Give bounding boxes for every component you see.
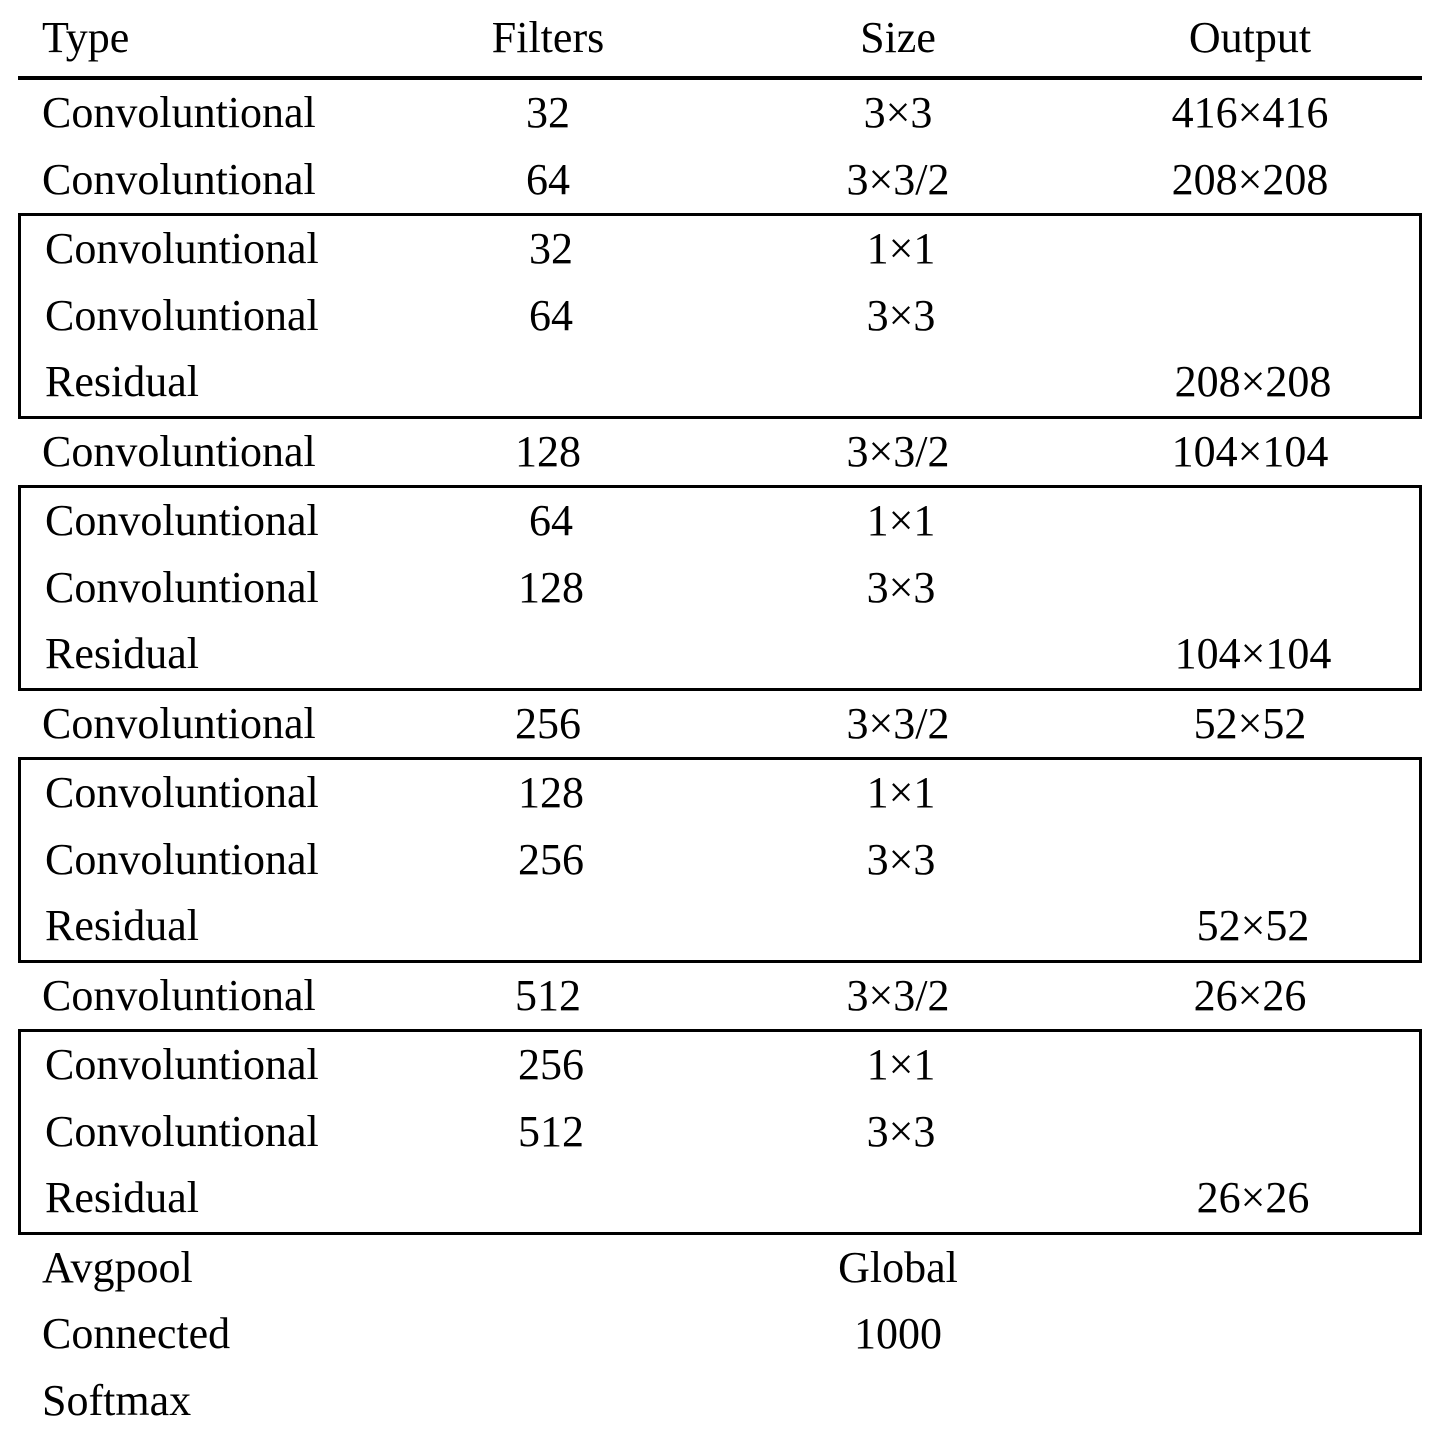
cell-filters: 256 (518, 834, 584, 884)
residual-block-box: Convoluntional 32 1×1 Convoluntional 64 3×3 Re… (18, 213, 1422, 419)
cell-type: Avgpool (42, 1242, 193, 1292)
table-row: Residual 52×52 (21, 893, 1419, 960)
table-row: Convoluntional 128 3×3 (21, 555, 1419, 622)
cell-type: Convoluntional (42, 698, 316, 748)
cell-size: 1×1 (866, 1040, 936, 1090)
cell-filters: 32 (529, 224, 573, 274)
table-row: Residual 104×104 (21, 621, 1419, 688)
table-row: Convoluntional 32 3×3 416×416 (18, 80, 1422, 147)
table-row: Residual 26×26 (21, 1165, 1419, 1232)
cell-type: Residual (45, 1173, 199, 1223)
cell-output: 26×26 (1193, 970, 1307, 1020)
table-row: Convoluntional 512 3×3/2 26×26 (18, 963, 1422, 1030)
col-header-output: Output (1188, 13, 1312, 62)
cell-size: 1×1 (866, 224, 936, 274)
cell-output: 416×416 (1171, 88, 1329, 138)
cell-type: Convoluntional (42, 154, 316, 204)
col-header-type: Type (42, 13, 130, 62)
cell-type: Convoluntional (45, 834, 319, 884)
architecture-table: Type Filters Size Output Convoluntional 3… (18, 0, 1422, 1434)
table-row: Convoluntional 128 1×1 (21, 760, 1419, 827)
cell-size: 3×3 (866, 562, 936, 612)
cell-size: 3×3 (866, 834, 936, 884)
cell-type: Convoluntional (45, 496, 319, 546)
cell-size: 1×1 (866, 496, 936, 546)
cell-type: Connected (42, 1309, 231, 1359)
cell-type: Convoluntional (45, 1106, 319, 1156)
cell-type: Convoluntional (42, 88, 316, 138)
cell-output: 208×208 (1171, 154, 1329, 204)
cell-output: 52×52 (1196, 901, 1310, 951)
cell-filters: 512 (515, 970, 581, 1020)
cell-filters: 256 (515, 698, 581, 748)
cell-type: Convoluntional (42, 426, 316, 476)
cell-size: 3×3 (866, 290, 936, 340)
cell-filters: 64 (529, 290, 573, 340)
cell-type: Convoluntional (45, 290, 319, 340)
table-header-row: Type Filters Size Output (18, 0, 1422, 80)
cell-type: Convoluntional (45, 768, 319, 818)
cell-filters: 256 (518, 1040, 584, 1090)
cell-filters: 64 (526, 154, 570, 204)
cell-type: Convoluntional (42, 970, 316, 1020)
cell-filters: 512 (518, 1106, 584, 1156)
cell-type: Convoluntional (45, 1040, 319, 1090)
cell-filters: 64 (529, 496, 573, 546)
cell-size: 3×3/2 (846, 426, 950, 476)
cell-filters: 128 (518, 768, 584, 818)
table-row: Avgpool Global (18, 1235, 1422, 1302)
cell-output: 52×52 (1193, 698, 1307, 748)
table-row: Convoluntional 64 3×3/2 208×208 (18, 147, 1422, 214)
table-row: Convoluntional 64 3×3 (21, 283, 1419, 350)
cell-size: 3×3 (863, 88, 933, 138)
cell-size: 3×3 (866, 1106, 936, 1156)
cell-type: Residual (45, 629, 199, 679)
residual-block-box: Convoluntional 128 1×1 Convoluntional 256 3×3… (18, 757, 1422, 963)
cell-type: Residual (45, 901, 199, 951)
residual-block-box: Convoluntional 256 1×1 Convoluntional 512 3×3… (18, 1029, 1422, 1235)
cell-output: 104×104 (1171, 426, 1329, 476)
cell-filters: 32 (526, 88, 570, 138)
cell-output: 208×208 (1174, 357, 1332, 407)
table-row: Convoluntional 32 1×1 (21, 216, 1419, 283)
cell-output: 104×104 (1174, 629, 1332, 679)
cell-size: 3×3/2 (846, 698, 950, 748)
cell-size: 3×3/2 (846, 970, 950, 1020)
table-row: Convoluntional 128 3×3/2 104×104 (18, 419, 1422, 486)
cell-size: 3×3/2 (846, 154, 950, 204)
cell-size: Global (838, 1242, 958, 1292)
cell-output: 26×26 (1196, 1173, 1310, 1223)
cell-type: Softmax (42, 1375, 192, 1425)
cell-filters: 128 (515, 426, 581, 476)
col-header-filters: Filters (491, 13, 605, 62)
cell-type: Residual (45, 357, 199, 407)
cell-size: 1×1 (866, 768, 936, 818)
table-row: Softmax (18, 1368, 1422, 1435)
table-body: Convoluntional 32 3×3 416×416 Convoluntional… (18, 80, 1422, 1434)
col-header-size: Size (860, 13, 936, 62)
table-row: Connected 1000 (18, 1301, 1422, 1368)
table-row: Residual 208×208 (21, 349, 1419, 416)
table-row: Convoluntional 512 3×3 (21, 1099, 1419, 1166)
cell-type: Convoluntional (45, 562, 319, 612)
table-row: Convoluntional 256 1×1 (21, 1032, 1419, 1099)
cell-type: Convoluntional (45, 224, 319, 274)
cell-filters: 128 (518, 562, 584, 612)
residual-block-box: Convoluntional 64 1×1 Convoluntional 128 3×3 R… (18, 485, 1422, 691)
table-row: Convoluntional 256 3×3/2 52×52 (18, 691, 1422, 758)
table-row: Convoluntional 64 1×1 (21, 488, 1419, 555)
table-row: Convoluntional 256 3×3 (21, 827, 1419, 894)
cell-size: 1000 (854, 1309, 942, 1359)
